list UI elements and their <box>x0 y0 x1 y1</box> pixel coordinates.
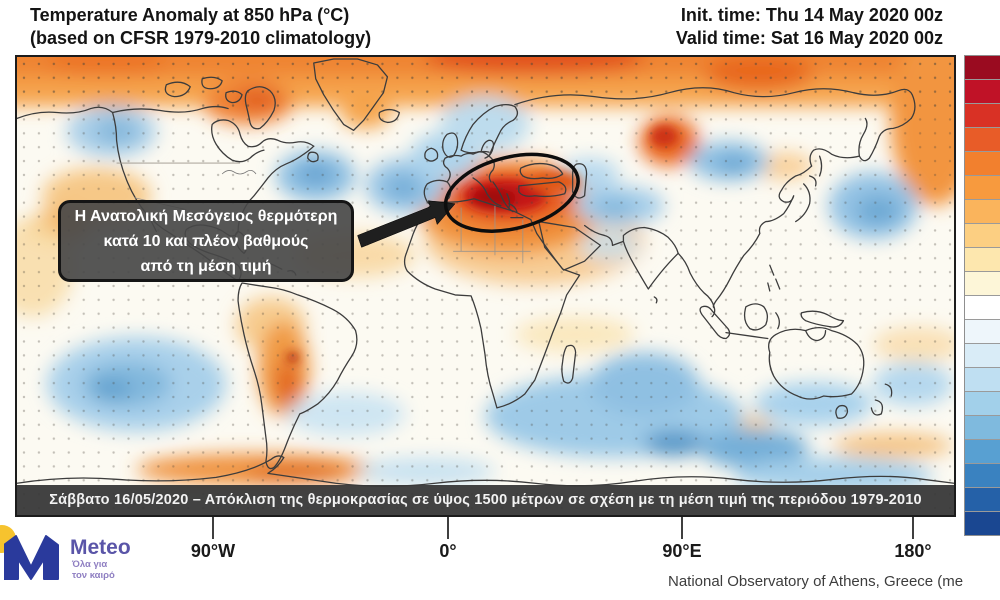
init-time: Init. time: Thu 14 May 2020 00z <box>680 5 943 25</box>
annotation-line2: κατά 10 και πλέον βαθμούς <box>103 232 309 250</box>
world-map <box>17 57 954 515</box>
model-times: Init. time: Thu 14 May 2020 00z Valid ti… <box>676 4 943 50</box>
caption-bar: Σάββατο 16/05/2020 – Απόκλιση της θερμοκ… <box>17 485 954 515</box>
annotation-line3: από τη μέση τιμή <box>140 257 272 275</box>
title-line2: (based on CFSR 1979-2010 climatology) <box>30 28 372 48</box>
annotation-arrow <box>357 200 456 248</box>
tagline-line2: τον καιρό <box>72 570 115 581</box>
tagline-line1: Όλα για <box>72 559 108 570</box>
annotation-box: Η Ανατολική Μεσόγειος θερμότερη κατά 10 … <box>58 200 354 282</box>
tick-90w <box>212 517 214 539</box>
annotation-line1: Η Ανατολική Μεσόγειος θερμότερη <box>74 207 338 225</box>
page-title: Temperature Anomaly at 850 hPa (°C) (bas… <box>30 4 371 50</box>
tick-label-180: 180° <box>894 541 932 561</box>
valid-time: Valid time: Sat 16 May 2020 00z <box>675 28 943 48</box>
attribution-text: National Observatory of Athens, Greece (… <box>668 573 964 590</box>
anomaly-map-frame: Σάββατο 16/05/2020 – Απόκλιση της θερμοκ… <box>15 55 956 517</box>
title-line1: Temperature Anomaly at 850 hPa (°C) <box>30 5 350 25</box>
tick-180 <box>912 517 914 539</box>
tick-0 <box>447 517 449 539</box>
tick-label-90w: 90°W <box>190 541 236 561</box>
meteo-tagline: Όλα για τον καιρό <box>72 559 115 581</box>
tick-label-0: 0° <box>439 541 457 561</box>
tick-90e <box>681 517 683 539</box>
tick-label-90e: 90°E <box>662 541 702 561</box>
highlight-ellipse <box>443 152 580 233</box>
meteo-brand-text: Meteo <box>70 536 131 559</box>
colorbar <box>964 55 1000 536</box>
meteo-logo-m-icon <box>4 535 59 580</box>
